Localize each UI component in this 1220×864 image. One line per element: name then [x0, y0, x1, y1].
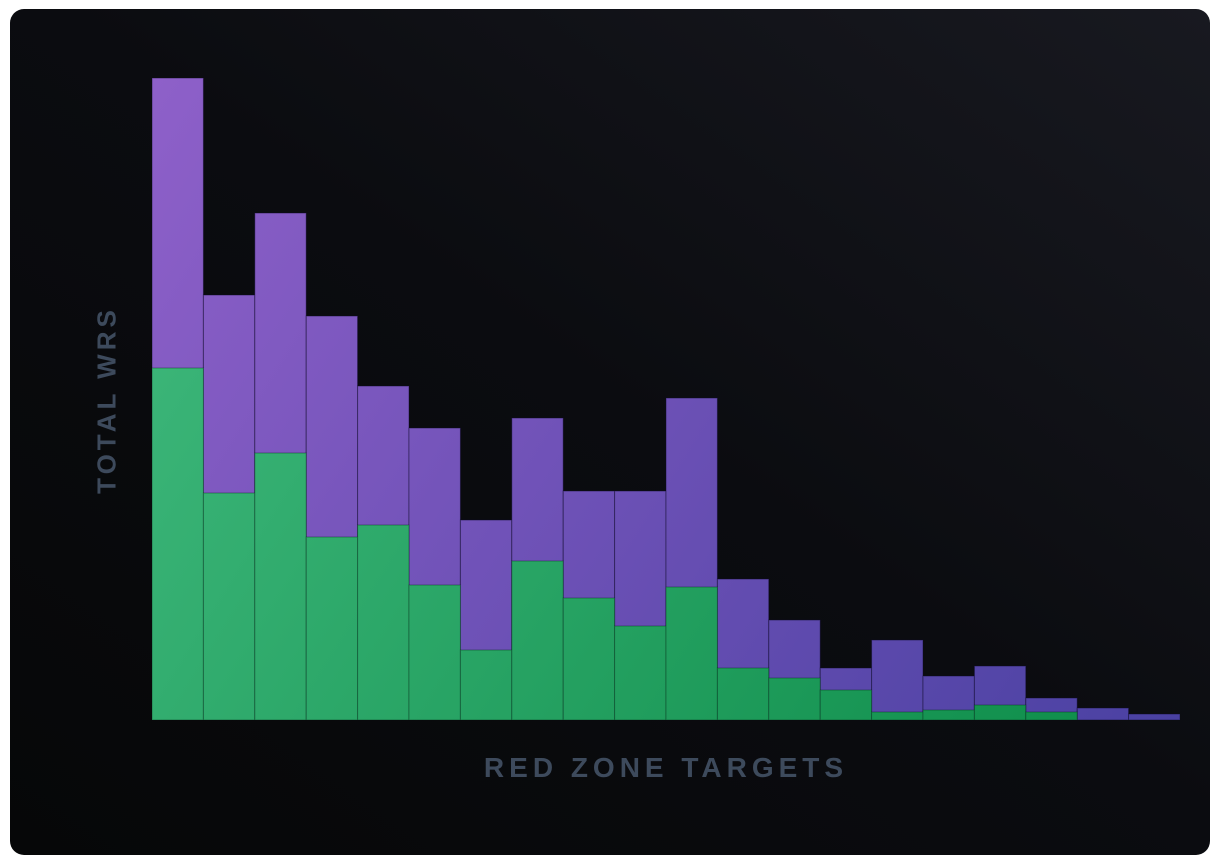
histogram-bar — [305, 536, 359, 720]
green-distribution — [152, 367, 1078, 720]
histogram-bar — [254, 452, 307, 720]
histogram-bar — [511, 560, 564, 720]
histogram-bar — [871, 711, 924, 720]
histogram-bar — [562, 597, 616, 720]
histogram-bar — [1025, 711, 1078, 720]
histogram-bar — [357, 524, 410, 720]
chart-card: TOTAL WRS RED ZONE TARGETS — [10, 9, 1210, 855]
histogram-bar — [1076, 707, 1130, 720]
histogram-bar — [459, 649, 513, 720]
histogram-bar — [973, 704, 1027, 720]
histogram-bar — [768, 677, 821, 720]
plot-area — [152, 78, 1180, 720]
histogram-bar — [202, 492, 256, 720]
histogram-bar — [1128, 713, 1180, 720]
histogram-svg — [152, 78, 1180, 720]
histogram-bar — [716, 667, 770, 720]
histogram-bar — [152, 367, 204, 720]
x-axis-label: RED ZONE TARGETS — [483, 752, 849, 783]
histogram-bar — [665, 586, 718, 720]
y-axis-label: TOTAL WRS — [91, 306, 122, 494]
histogram-bar — [408, 584, 461, 720]
histogram-bar — [614, 625, 667, 720]
histogram-bar — [819, 689, 873, 720]
histogram-bar — [922, 709, 975, 720]
histogram-bar — [871, 639, 924, 720]
